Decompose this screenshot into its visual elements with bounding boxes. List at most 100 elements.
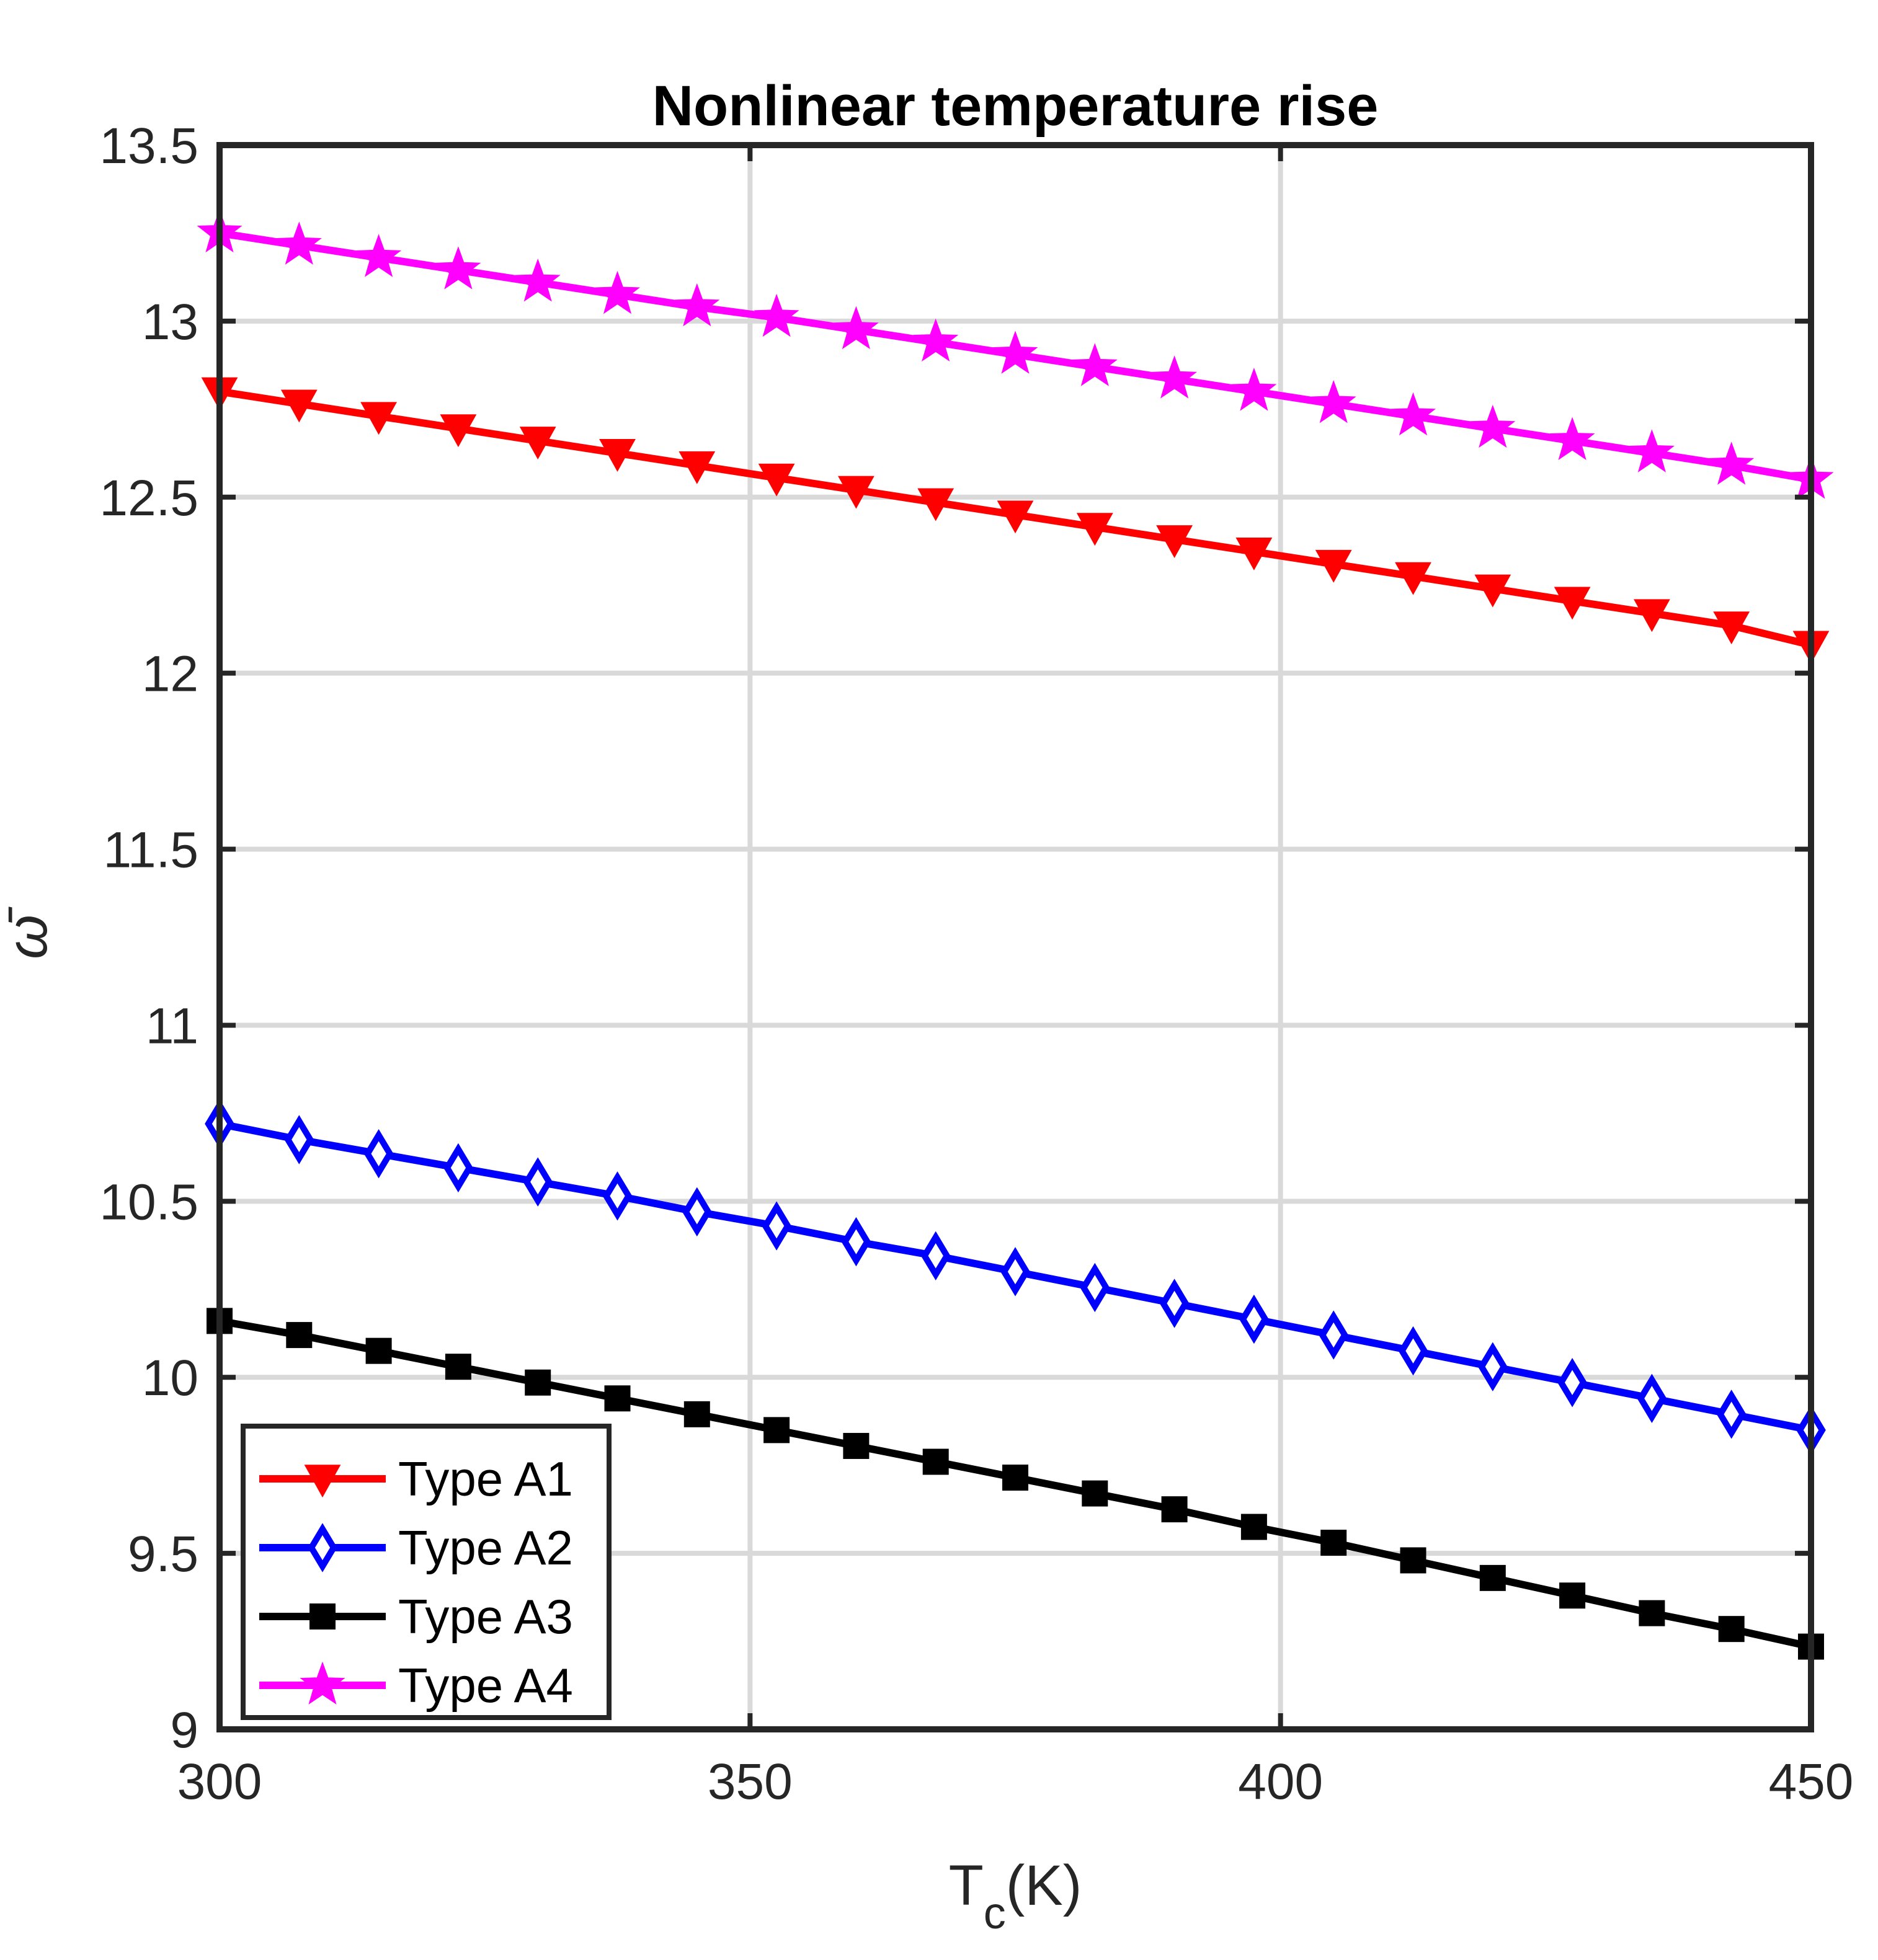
data-point-type-a3: [922, 1448, 949, 1475]
data-point-type-a4: [1629, 429, 1675, 472]
data-point-type-a3: [1240, 1514, 1267, 1540]
data-point-type-a1: [838, 476, 874, 509]
y-tick-label: 10.5: [99, 1174, 198, 1230]
data-point-type-a4: [833, 306, 879, 350]
data-point-type-a4: [1072, 343, 1118, 386]
data-point-type-a3: [763, 1417, 790, 1443]
y-tick-label: 9: [170, 1702, 198, 1758]
x-axis-label: Tc(K): [949, 1854, 1082, 1938]
data-point-type-a1: [1156, 525, 1193, 559]
data-point-type-a3: [1559, 1582, 1586, 1609]
data-point-type-a3: [525, 1369, 551, 1396]
legend-swatch-marker: [309, 1603, 336, 1630]
data-point-type-a1: [758, 463, 795, 497]
data-point-type-a3: [843, 1432, 870, 1459]
data-point-type-a1: [519, 427, 556, 460]
data-point-type-a1: [440, 414, 477, 448]
data-point-type-a3: [286, 1322, 313, 1349]
data-point-type-a2: [523, 1157, 553, 1207]
x-tick-label: 350: [708, 1754, 793, 1810]
data-point-type-a3: [1718, 1616, 1745, 1643]
data-point-type-a2: [1398, 1326, 1428, 1376]
data-point-type-a1: [679, 451, 716, 484]
y-axis-label: ω̄: [0, 907, 59, 959]
data-point-type-a3: [445, 1354, 471, 1380]
data-point-type-a3: [1639, 1600, 1665, 1626]
data-point-type-a4: [276, 221, 322, 265]
y-tick-label: 13.5: [99, 118, 198, 174]
x-tick-label: 450: [1769, 1754, 1854, 1810]
data-point-type-a2: [1080, 1262, 1110, 1313]
data-point-type-a1: [280, 389, 318, 423]
data-point-type-a3: [365, 1337, 392, 1364]
x-axis-label-sub: c: [984, 1889, 1006, 1938]
series-type-a2: [205, 1099, 1826, 1455]
data-point-type-a4: [754, 293, 799, 337]
data-point-type-a1: [1395, 562, 1431, 595]
legend-item-type-a1: Type A1: [259, 1452, 573, 1506]
data-point-type-a4: [515, 258, 561, 302]
plot-area-frame: [216, 142, 1814, 1732]
data-point-type-a4: [1311, 379, 1356, 423]
data-point-type-a2: [443, 1143, 473, 1193]
y-tick-label: 12: [142, 646, 198, 703]
data-point-type-a4: [1391, 392, 1436, 436]
data-point-type-a3: [1320, 1530, 1347, 1556]
legend: Type A1 Type A2 Type A3 Type A4: [241, 1424, 612, 1720]
y-tick-label: 9.5: [128, 1526, 198, 1582]
data-point-type-a1: [1235, 537, 1273, 570]
data-point-type-a1: [599, 439, 636, 472]
data-point-type-a3: [604, 1385, 631, 1412]
data-point-type-a4: [435, 246, 481, 290]
legend-swatch-marker: [308, 1523, 337, 1572]
data-point-type-a4: [913, 318, 959, 362]
data-point-type-a2: [1239, 1294, 1269, 1344]
data-point-type-a1: [360, 402, 397, 435]
data-point-type-a1: [1076, 513, 1113, 546]
data-point-type-a3: [1479, 1564, 1506, 1591]
data-point-type-a1: [1713, 611, 1750, 645]
legend-label: Type A4: [398, 1658, 573, 1713]
y-tick-label: 11: [146, 998, 198, 1054]
data-point-type-a2: [363, 1129, 394, 1179]
data-point-type-a4: [1152, 355, 1198, 399]
legend-box: [241, 1424, 612, 1720]
legend-item-type-a3: Type A3: [259, 1589, 573, 1644]
legend-label: Type A1: [398, 1452, 573, 1506]
x-tick-label: 400: [1238, 1754, 1323, 1810]
chart-title: Nonlinear temperature rise: [652, 74, 1379, 138]
x-axis-label-main: T: [949, 1854, 984, 1917]
tick-labels: 300 350 400 450 9 9.5 10 10.5 11 11.5 12 12.5 13 13.5: [99, 118, 1853, 1810]
data-point-type-a3: [1082, 1480, 1108, 1507]
data-point-type-a3: [1400, 1547, 1426, 1574]
data-point-type-a2: [1557, 1358, 1587, 1408]
data-point-type-a2: [762, 1201, 791, 1251]
data-point-type-a2: [284, 1115, 314, 1164]
data-point-type-a3: [1161, 1496, 1188, 1523]
data-point-type-a2: [1637, 1373, 1667, 1424]
data-point-type-a3: [683, 1401, 710, 1427]
data-point-type-a1: [917, 488, 955, 521]
data-point-type-a4: [595, 270, 640, 314]
data-point-type-a1: [1554, 587, 1591, 620]
data-point-type-a2: [682, 1187, 712, 1237]
x-tick-label: 300: [177, 1754, 262, 1810]
axis-ticks: [217, 143, 1813, 1732]
series-type-a4: [197, 209, 1834, 499]
data-point-type-a4: [1549, 417, 1595, 460]
legend-swatch-marker: [304, 1465, 341, 1498]
y-tick-label: 12.5: [99, 470, 198, 526]
data-point-type-a4: [1470, 404, 1516, 448]
data-point-type-a1: [1634, 599, 1670, 632]
data-point-type-a3: [1002, 1465, 1028, 1491]
data-point-type-a4: [1709, 441, 1755, 485]
data-point-type-a2: [920, 1231, 951, 1281]
series-type-a1: [201, 377, 1830, 664]
data-point-type-a2: [1319, 1310, 1349, 1360]
legend-label: Type A3: [398, 1589, 573, 1644]
y-tick-label: 10: [142, 1350, 198, 1406]
x-axis-label-suffix: (K): [1006, 1854, 1082, 1917]
data-point-type-a2: [1000, 1247, 1030, 1297]
data-point-type-a2: [841, 1217, 871, 1267]
data-point-type-a2: [1477, 1342, 1508, 1391]
